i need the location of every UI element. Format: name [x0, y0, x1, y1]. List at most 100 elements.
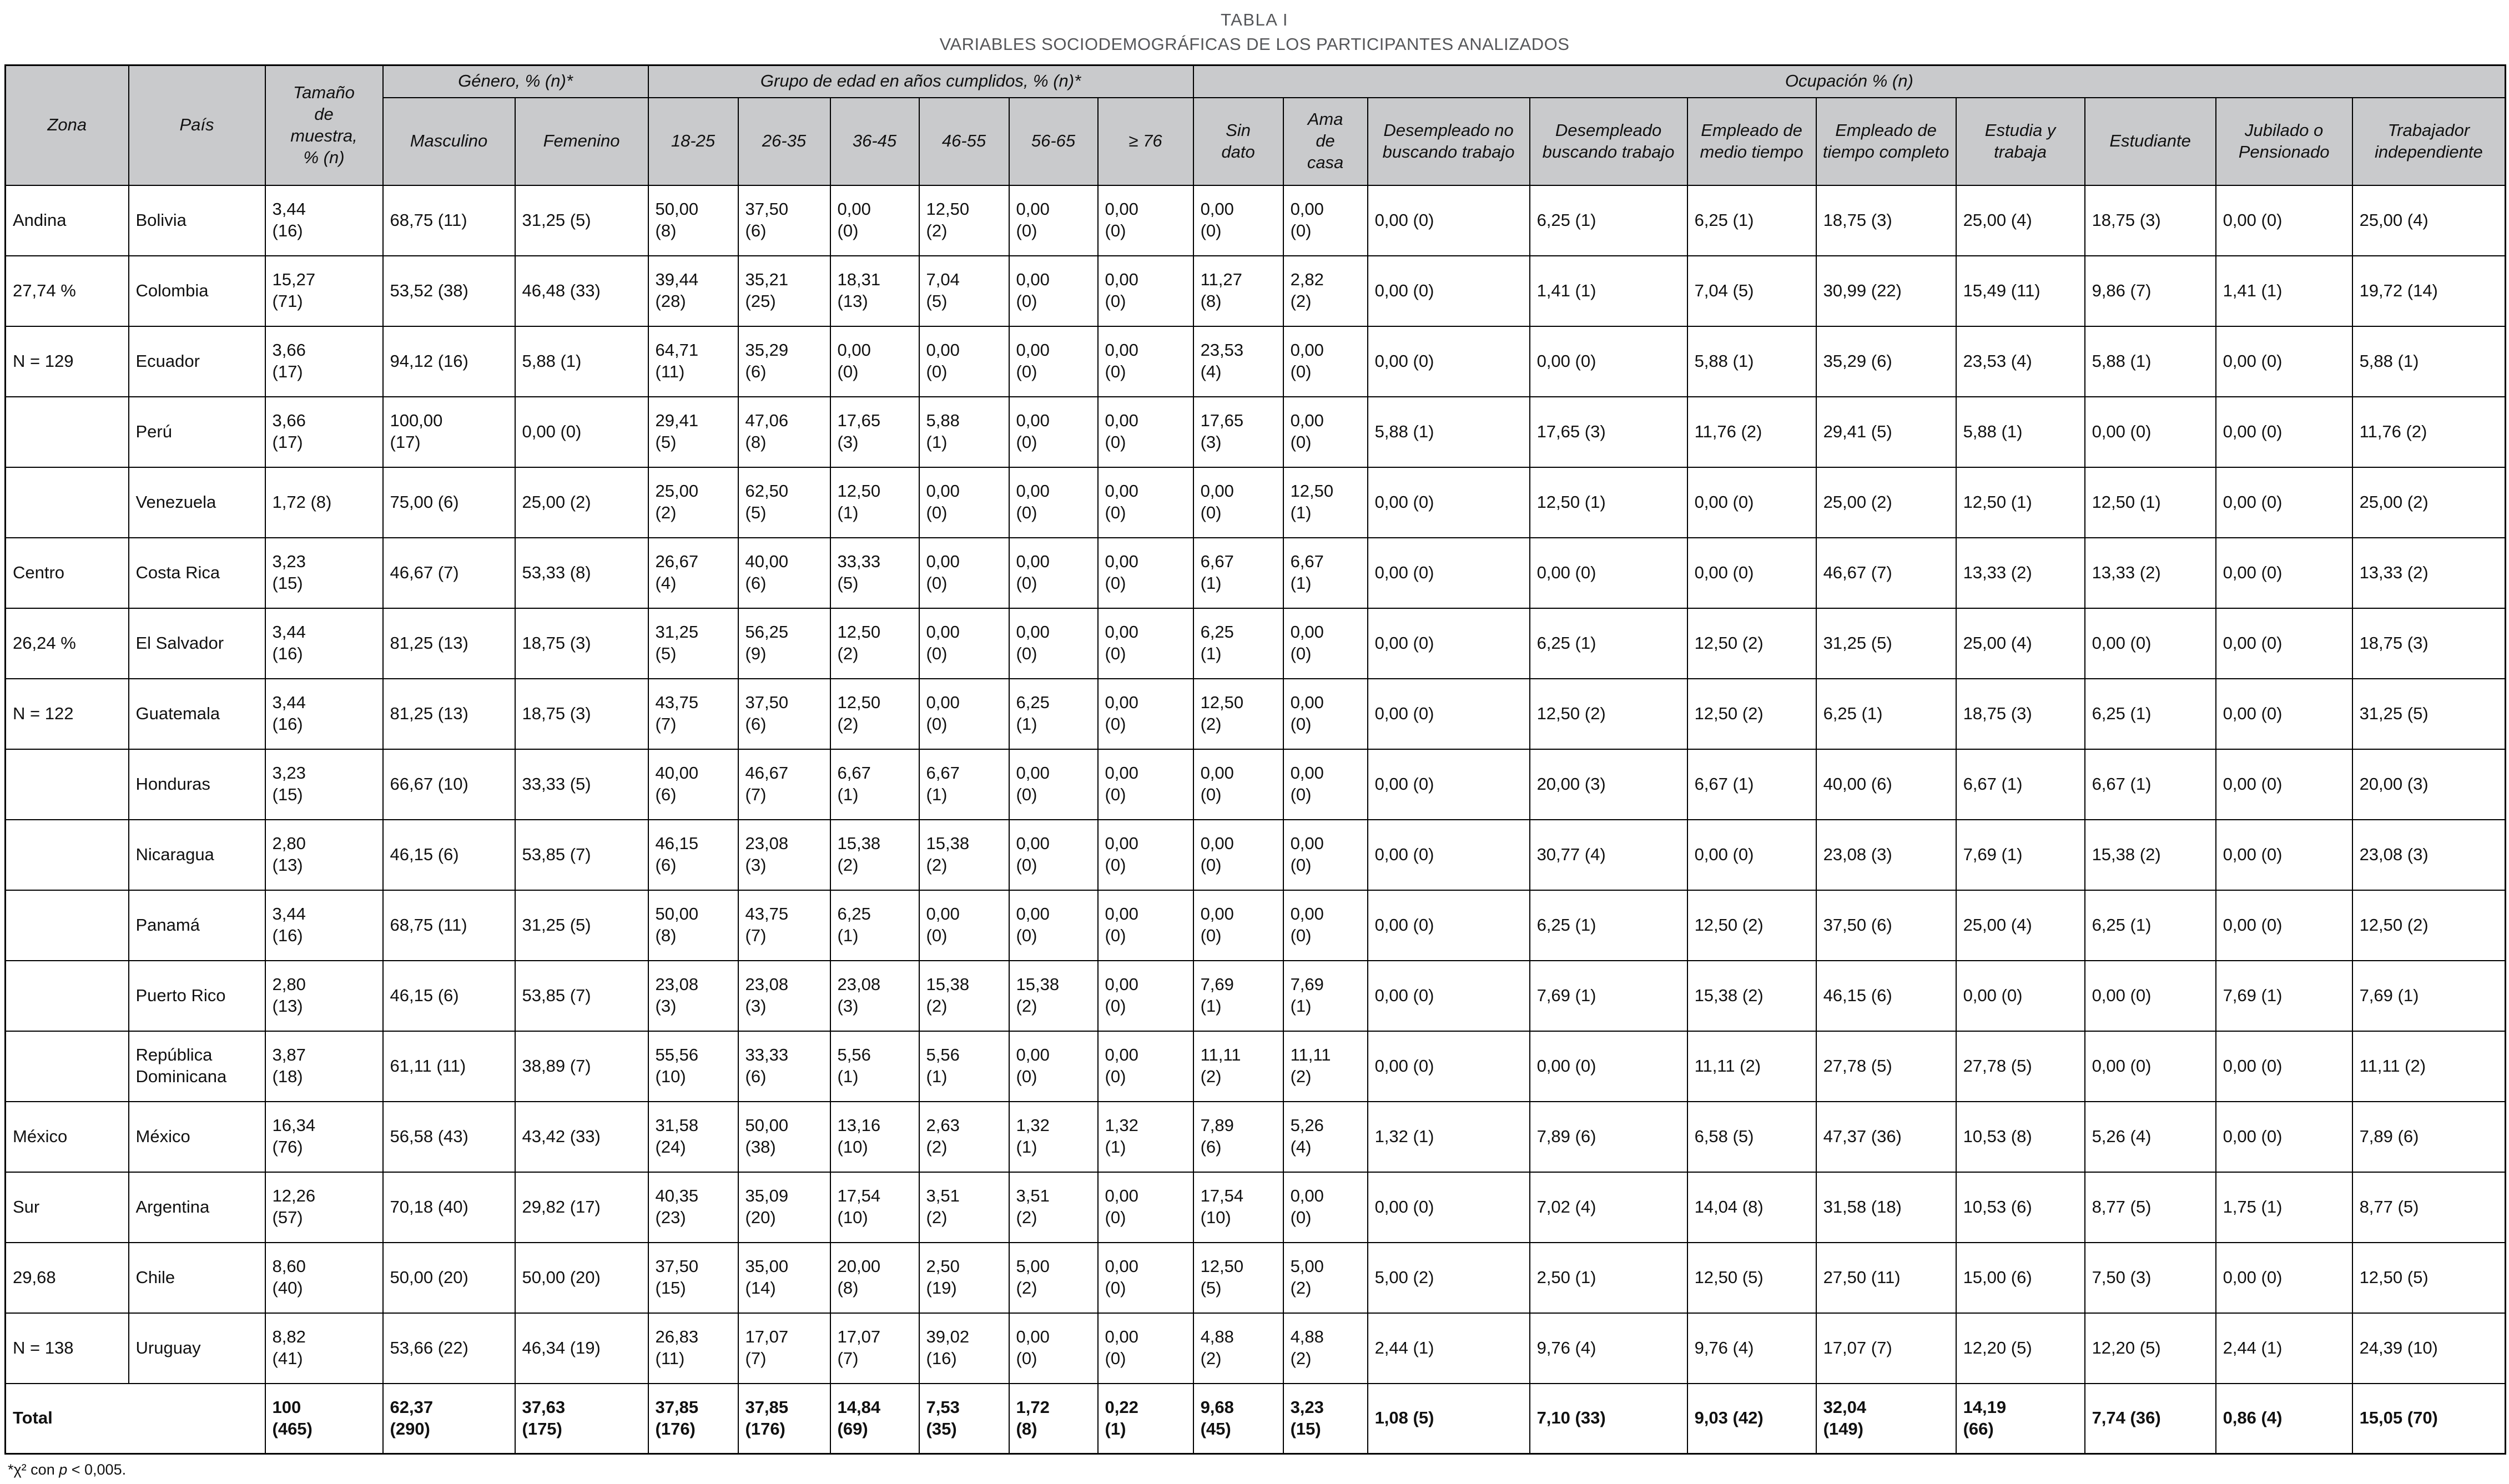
- sociodemographic-table: Zona País Tamaño de muestra, % (n) Géner…: [4, 64, 2507, 1455]
- column-header: Desempleado no buscando trabajo: [1367, 97, 1530, 186]
- value-cell: 0,00 (0): [2215, 1101, 2353, 1173]
- value-cell: 6,25 (1): [1008, 678, 1099, 750]
- pais-cell: Ecuador: [128, 325, 266, 397]
- value-cell: 5,88 (1): [1367, 396, 1530, 468]
- value-cell: 0,00 (0): [1367, 466, 1530, 538]
- value-cell: 6,25 (1): [1529, 607, 1688, 679]
- value-cell: 0,00 (0): [1529, 537, 1688, 609]
- value-cell: 6,25 (1): [1529, 184, 1688, 256]
- column-header: 18-25: [647, 97, 739, 186]
- value-cell: 0,00 (0): [2215, 678, 2353, 750]
- value-cell: 35,29 (6): [1815, 325, 1957, 397]
- value-cell: 0,00 (0): [1367, 255, 1530, 327]
- value-cell: 2,80 (13): [264, 819, 384, 891]
- value-cell: 7,69 (1): [1955, 819, 2085, 891]
- footnote-prefix: *χ² con: [8, 1461, 59, 1478]
- value-cell: 3,44 (16): [264, 184, 384, 256]
- value-cell: 13,33 (2): [2084, 537, 2216, 609]
- value-cell: 25,00 (2): [1815, 466, 1957, 538]
- table-row: Andina Bolivia 3,44 (16) 68,75 (11) 31,25 (5…: [4, 184, 2506, 256]
- table-row: Sur Argentina 12,26 (57) 70,18 (40) 29,82 (1…: [4, 1171, 2506, 1243]
- value-cell: 50,00 (20): [382, 1241, 516, 1314]
- value-cell: 9,03 (42): [1686, 1382, 1817, 1455]
- value-cell: 6,58 (5): [1686, 1101, 1817, 1173]
- value-cell: 35,21 (25): [737, 255, 831, 327]
- value-cell: 0,00 (0): [2215, 1241, 2353, 1314]
- value-cell: 27,50 (11): [1815, 1241, 1957, 1314]
- value-cell: 0,00 (0): [1367, 1171, 1530, 1243]
- value-cell: 12,50 (2): [1686, 607, 1817, 679]
- column-header: Jubilado o Pensionado: [2215, 97, 2353, 186]
- pais-cell: Chile: [128, 1241, 266, 1314]
- column-header: Desempleado buscando trabajo: [1529, 97, 1688, 186]
- value-cell: 17,65 (3): [829, 396, 920, 468]
- value-cell: 0,00 (0): [1282, 889, 1368, 961]
- value-cell: 8,77 (5): [2084, 1171, 2216, 1243]
- value-cell: 23,53 (4): [1192, 325, 1284, 397]
- value-cell: 6,25 (1): [2084, 889, 2216, 961]
- value-cell: 11,76 (2): [1686, 396, 1817, 468]
- value-cell: 46,15 (6): [382, 819, 516, 891]
- table-label: TABLA I: [1221, 10, 1288, 29]
- value-cell: 0,00 (0): [1097, 255, 1194, 327]
- value-cell: 14,04 (8): [1686, 1171, 1817, 1243]
- value-cell: 31,25 (5): [514, 889, 649, 961]
- value-cell: 30,77 (4): [1529, 819, 1688, 891]
- title-block: TABLA I VARIABLES SOCIODEMOGRÁFICAS DE L…: [0, 0, 2509, 54]
- value-cell: 35,29 (6): [737, 325, 831, 397]
- table-title: VARIABLES SOCIODEMOGRÁFICAS DE LOS PARTI…: [939, 34, 1570, 54]
- value-cell: 64,71 (11): [647, 325, 739, 397]
- value-cell: 5,88 (1): [2351, 325, 2506, 397]
- value-cell: 55,56 (10): [647, 1030, 739, 1102]
- value-cell: 6,67 (1): [2084, 748, 2216, 820]
- footnote-suffix: < 0,005.: [67, 1461, 127, 1478]
- value-cell: 2,63 (2): [918, 1101, 1010, 1173]
- group-header-ocupacion: Ocupación % (n): [1192, 64, 2506, 98]
- column-header: ≥ 76: [1097, 97, 1194, 186]
- value-cell: 5,26 (4): [1282, 1101, 1368, 1173]
- value-cell: 0,00 (0): [2215, 748, 2353, 820]
- value-cell: 0,00 (0): [1192, 184, 1284, 256]
- value-cell: 18,75 (3): [2084, 184, 2216, 256]
- table-row: Honduras 3,23 (15) 66,67 (10) 33,33 (5) 40,0…: [4, 748, 2506, 820]
- value-cell: 0,00 (0): [2215, 819, 2353, 891]
- value-cell: 35,09 (20): [737, 1171, 831, 1243]
- value-cell: 0,00 (0): [1008, 325, 1099, 397]
- value-cell: 1,75 (1): [2215, 1171, 2353, 1243]
- value-cell: 7,69 (1): [1282, 960, 1368, 1032]
- value-cell: 0,00 (0): [1008, 607, 1099, 679]
- group-header-genero: Género, % (n)*: [382, 64, 649, 98]
- zona-cell: México: [4, 1101, 129, 1173]
- value-cell: 3,23 (15): [264, 748, 384, 820]
- value-cell: 0,00 (0): [1097, 184, 1194, 256]
- value-cell: 14,84 (69): [829, 1382, 920, 1455]
- pais-cell: Costa Rica: [128, 537, 266, 609]
- column-header: 56-65: [1008, 97, 1099, 186]
- zona-cell: 29,68: [4, 1241, 129, 1314]
- value-cell: 0,00 (0): [829, 184, 920, 256]
- value-cell: 0,00 (0): [829, 325, 920, 397]
- value-cell: 43,42 (33): [514, 1101, 649, 1173]
- col-header-zona: Zona: [4, 64, 129, 186]
- table-row: 27,74 % Colombia 15,27 (71) 53,52 (38) 46,48…: [4, 255, 2506, 327]
- value-cell: 15,38 (2): [918, 960, 1010, 1032]
- value-cell: 6,67 (1): [1192, 537, 1284, 609]
- column-header: Estudiante: [2084, 97, 2216, 186]
- value-cell: 29,82 (17): [514, 1171, 649, 1243]
- value-cell: 3,23 (15): [1282, 1382, 1368, 1455]
- column-header: Empleado de tiempo completo: [1815, 97, 1957, 186]
- table-row: Nicaragua 2,80 (13) 46,15 (6) 53,85 (7) 46,1…: [4, 819, 2506, 891]
- column-header: Empleado de medio tiempo: [1686, 97, 1817, 186]
- value-cell: 1,08 (5): [1367, 1382, 1530, 1455]
- value-cell: 27,78 (5): [1955, 1030, 2085, 1102]
- value-cell: 15,27 (71): [264, 255, 384, 327]
- value-cell: 0,00 (0): [1008, 466, 1099, 538]
- value-cell: 2,50 (1): [1529, 1241, 1688, 1314]
- value-cell: 6,25 (1): [1815, 678, 1957, 750]
- value-cell: 0,00 (0): [1282, 396, 1368, 468]
- value-cell: 7,89 (6): [1192, 1101, 1284, 1173]
- value-cell: 40,00 (6): [1815, 748, 1957, 820]
- value-cell: 23,08 (3): [647, 960, 739, 1032]
- value-cell: 12,50 (1): [1529, 466, 1688, 538]
- table-row: República Dominicana 3,87 (18) 61,11 (11) 3…: [4, 1030, 2506, 1102]
